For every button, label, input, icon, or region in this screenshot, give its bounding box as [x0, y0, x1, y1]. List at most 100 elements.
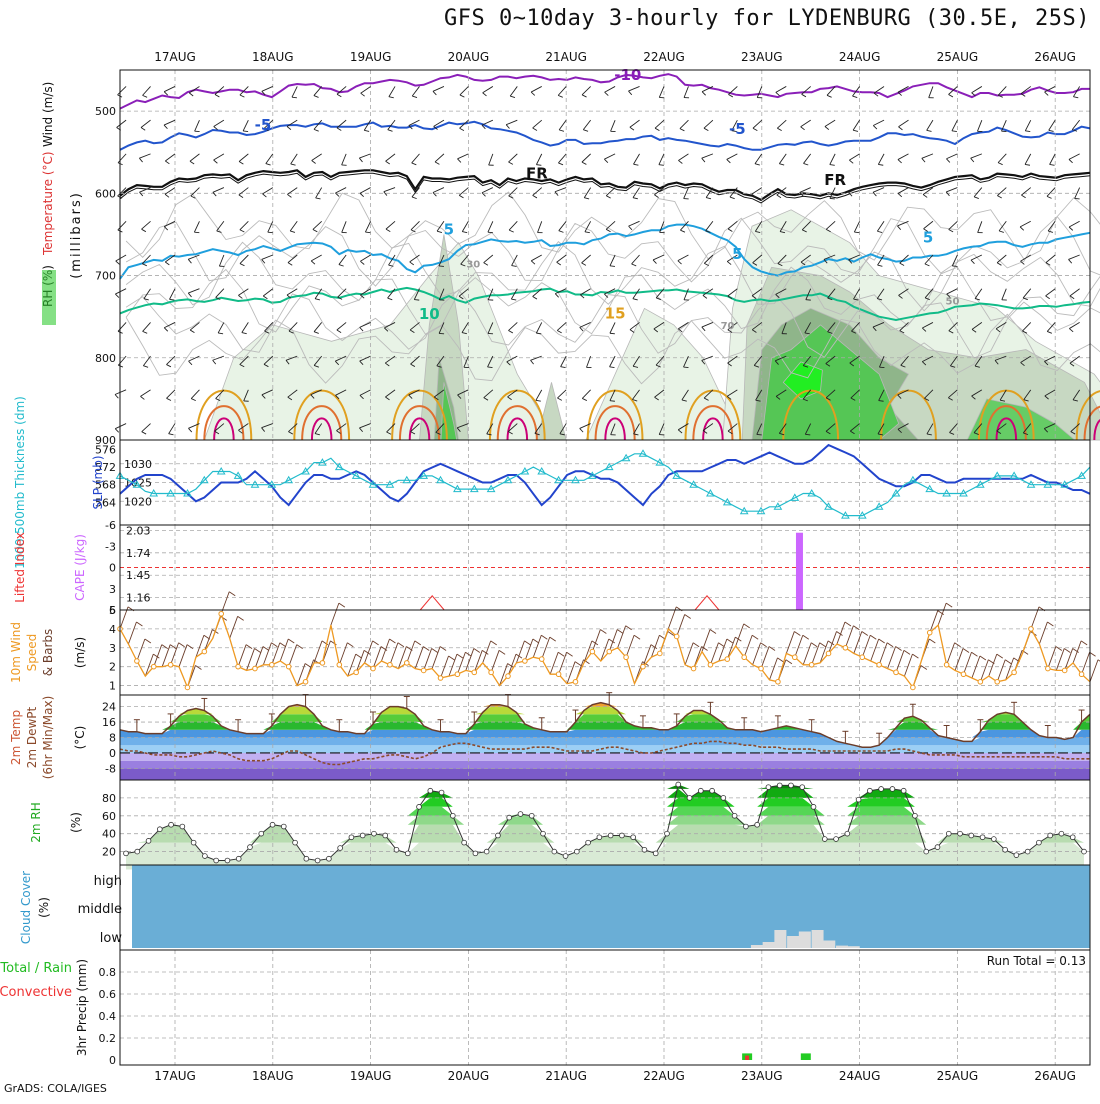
wind-speed-marker	[219, 611, 224, 616]
low-cloud-bar-3	[787, 936, 799, 948]
surface-barb-flag	[693, 643, 699, 647]
bottom-date-label-19AUG: 19AUG	[350, 1069, 392, 1083]
wind-speed-marker	[1029, 627, 1034, 632]
rh-marker	[822, 837, 827, 842]
barb-flag	[488, 367, 493, 368]
temp-band-0	[120, 768, 1090, 780]
surface-barb	[854, 631, 862, 653]
surface-barb-flag	[946, 603, 952, 607]
rh-marker	[710, 788, 715, 793]
low-cloud-bar-8	[848, 946, 860, 948]
surface-barb	[424, 648, 432, 670]
rh-marker	[552, 849, 557, 854]
rh-marker	[597, 835, 602, 840]
wind-speed-marker	[843, 645, 848, 650]
wind-speed-marker	[202, 649, 207, 654]
surface-barb	[1048, 647, 1056, 669]
top-date-label-24AUG: 24AUG	[839, 50, 881, 64]
surface-barb-flag	[912, 654, 918, 658]
barb-flag	[115, 429, 118, 433]
wind-speed-marker	[894, 670, 899, 675]
wind-speed-marker	[506, 674, 511, 679]
surface-barb-flag	[904, 650, 910, 654]
contour-label-15: 15	[605, 304, 626, 322]
rh-marker	[1082, 849, 1087, 854]
barb-flag	[659, 165, 664, 166]
rh-marker	[1070, 835, 1075, 840]
rh-marker	[980, 835, 985, 840]
surface-barb-flag	[558, 652, 564, 656]
surface-barb	[871, 639, 879, 661]
surface-barb-flag	[752, 635, 758, 639]
surface-barb-flag	[980, 656, 986, 660]
rh-marker	[326, 856, 331, 861]
rh-marker	[698, 788, 703, 793]
rh-marker	[991, 837, 996, 842]
surface-barb-flag	[229, 592, 235, 596]
surface-barb	[1073, 641, 1081, 663]
surface-barb-flag	[845, 622, 851, 626]
rh-marker	[180, 824, 185, 829]
wind-speed-marker	[911, 685, 916, 690]
surface-barb-flag	[288, 639, 294, 643]
surface-barb	[491, 650, 499, 672]
surface-barb-flag	[373, 641, 379, 645]
li-ylabel-group: Lifted Index	[13, 532, 27, 603]
rh-marker	[146, 838, 151, 843]
wind-speed-marker	[725, 657, 730, 662]
li-ylabel: Lifted Index	[13, 532, 27, 603]
bottom-date-label-25AUG: 25AUG	[937, 1069, 979, 1083]
barb-flag	[292, 97, 297, 98]
surface-barb	[786, 631, 794, 653]
wind-speed-marker	[168, 662, 173, 667]
rh-marker	[620, 833, 625, 838]
rh-marker	[653, 851, 658, 856]
rh-marker	[281, 824, 286, 829]
rh-ytick-80: 80	[102, 792, 116, 805]
slp-ytick-1020: 1020	[124, 495, 152, 508]
wind-speed-marker	[270, 662, 275, 667]
surface-barb-flag	[777, 658, 783, 662]
temp-band-1	[120, 761, 1090, 769]
rh-marker	[732, 813, 737, 818]
upper-ylabel-mb: (millibars)	[69, 191, 84, 279]
rh-marker	[721, 795, 726, 800]
rh-ylabel-a: 2m RH	[29, 802, 43, 843]
surface-barb-flag	[887, 643, 893, 647]
barb-flag	[610, 333, 615, 334]
wind-speed-marker	[1046, 666, 1051, 671]
surface-barb-flag	[634, 635, 640, 639]
top-date-label-25AUG: 25AUG	[937, 50, 979, 64]
upper-ytick-600: 600	[95, 187, 116, 200]
upper-air-panel: 500600700800900-10-5-5FRFR5551015305070R…	[41, 66, 1100, 447]
surface-barb	[744, 635, 752, 657]
surface-barb	[947, 643, 955, 665]
precip-legend-rain: Total / Rain	[0, 961, 72, 976]
rh-marker	[800, 785, 805, 790]
wind-speed-marker	[658, 651, 663, 656]
rh-marker	[789, 783, 794, 788]
surface-barb-flag	[271, 643, 277, 647]
slp-ytick-1030: 1030	[124, 458, 152, 471]
surface-barb	[795, 635, 803, 657]
surface-barb-flag	[617, 630, 623, 634]
bottom-date-label-24AUG: 24AUG	[839, 1069, 881, 1083]
rh-marker	[293, 840, 298, 845]
precip-conv-bar-0	[745, 1056, 749, 1060]
wind-speed-marker	[438, 676, 443, 681]
rh-marker	[428, 788, 433, 793]
surface-barb-flag	[1056, 647, 1062, 651]
wind-speed-marker	[944, 662, 949, 667]
barb-flag	[854, 232, 859, 233]
temp-ylabel-b: 2m DewPt	[25, 706, 39, 768]
contour-label-5-b: 5	[732, 245, 742, 263]
low-cloud-bar-2	[774, 930, 786, 948]
rh-marker	[496, 833, 501, 838]
surface-barb-flag	[499, 650, 505, 654]
temp-band-8	[120, 707, 1090, 715]
rh-marker	[259, 831, 264, 836]
rh-marker	[248, 845, 253, 850]
rh-marker	[157, 827, 162, 832]
